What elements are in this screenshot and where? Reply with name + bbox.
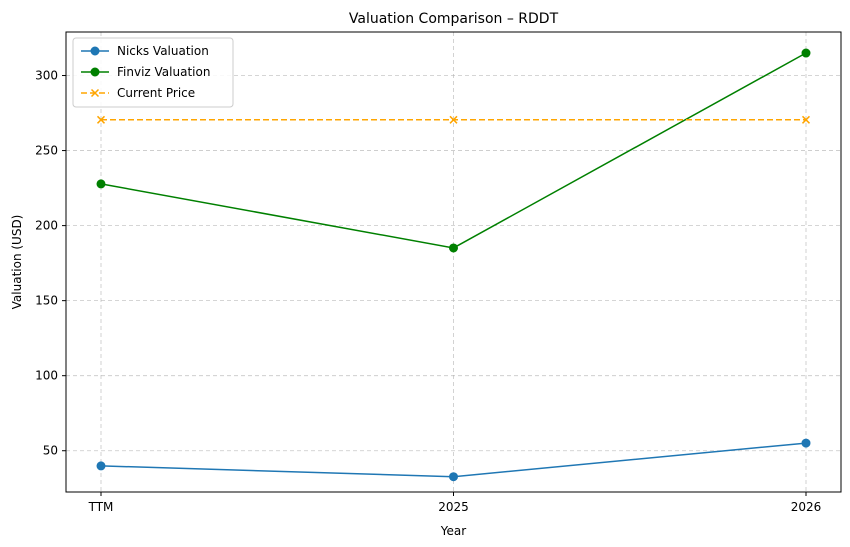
legend-frame	[72, 37, 234, 108]
x-tick-label: 2025	[438, 500, 469, 514]
y-tick-label: 250	[35, 144, 58, 158]
y-axis-label: Valuation (USD)	[10, 215, 24, 310]
data-point	[96, 179, 106, 189]
y-tick-label: 50	[43, 444, 58, 458]
data-point	[96, 461, 106, 471]
x-tick-label: 2026	[791, 500, 822, 514]
x-tick-label: TTM	[88, 500, 114, 514]
legend-marker	[90, 88, 100, 98]
x-axis-label: Year	[440, 524, 466, 538]
data-point	[449, 115, 458, 124]
legend-entry: Finviz Valuation	[81, 65, 210, 79]
y-tick-label: 150	[35, 294, 58, 308]
legend-marker	[90, 46, 100, 56]
data-point	[801, 115, 811, 124]
marker-stroke	[449, 115, 458, 124]
legend: Nicks Valuation Finviz Valuation Current P…	[72, 37, 234, 108]
data-point	[449, 472, 458, 482]
legend-entry: Nicks Valuation	[81, 44, 209, 58]
marker-stroke	[90, 88, 100, 98]
series-nicks-valuation	[96, 438, 811, 482]
marker-stroke	[96, 115, 106, 124]
y-tick-label: 200	[35, 219, 58, 233]
data-point	[449, 243, 458, 253]
series-current-price	[96, 115, 811, 124]
y-tick-label: 300	[35, 69, 58, 83]
y-tick-label: 100	[35, 369, 58, 383]
data-point	[801, 438, 811, 448]
chart-title: Valuation Comparison – RDDT	[349, 11, 559, 27]
legend-label: Finviz Valuation	[117, 65, 210, 79]
data-point	[801, 48, 811, 58]
legend-entry: Current Price	[81, 86, 195, 100]
marker-stroke	[801, 115, 811, 124]
series-finviz-valuation	[96, 48, 811, 253]
legend-label: Current Price	[117, 86, 195, 100]
series-layer	[96, 48, 811, 482]
legend-marker	[90, 67, 100, 77]
data-point	[96, 115, 106, 124]
ticks-layer: TTM 2025 2026 50 100 150 200 250 300	[35, 69, 821, 514]
legend-label: Nicks Valuation	[117, 44, 209, 58]
